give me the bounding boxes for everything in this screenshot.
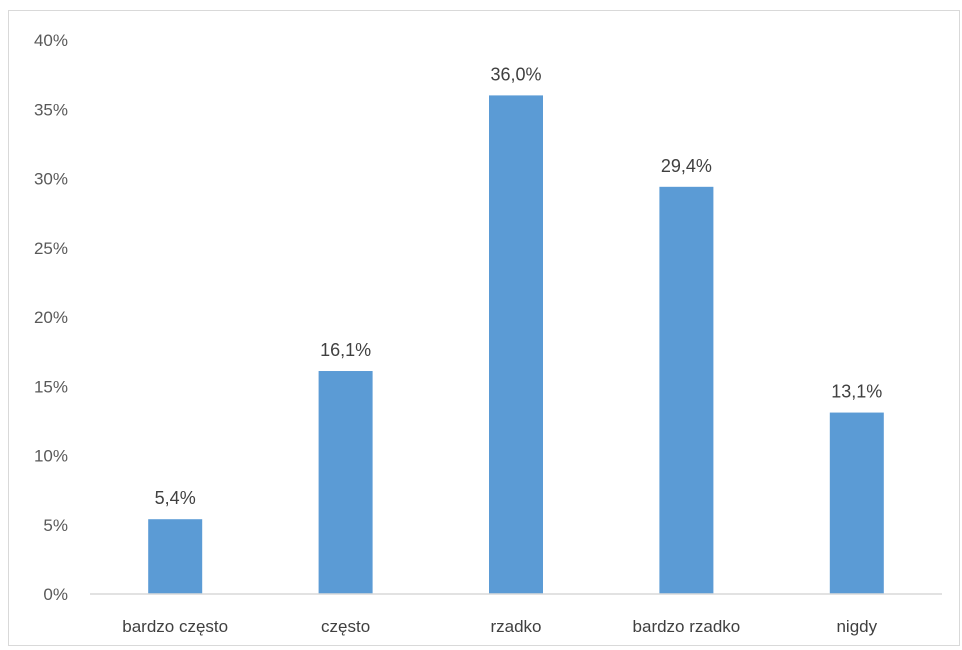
y-tick-label: 0%: [43, 585, 68, 604]
data-labels: 5,4% 16,1% 36,0% 29,4% 13,1%: [155, 64, 883, 508]
data-label: 29,4%: [661, 156, 712, 176]
data-label: 36,0%: [490, 64, 541, 84]
x-axis: bardzo często często rzadko bardzo rzadko ni…: [90, 593, 942, 636]
x-category-label: bardzo rzadko: [633, 617, 741, 636]
y-tick-label: 20%: [34, 308, 68, 327]
y-tick-label: 25%: [34, 239, 68, 258]
data-label: 13,1%: [831, 382, 882, 402]
bar: [829, 412, 884, 594]
x-category-label: często: [321, 617, 370, 636]
data-label: 5,4%: [155, 488, 196, 508]
x-category-label: rzadko: [490, 617, 541, 636]
data-label: 16,1%: [320, 340, 371, 360]
y-tick-label: 35%: [34, 100, 68, 119]
bars: [148, 95, 884, 595]
y-tick-label: 10%: [34, 447, 68, 466]
y-axis: 0% 5% 10% 15% 20% 25% 30% 35% 40%: [34, 31, 68, 604]
y-tick-label: 15%: [34, 377, 68, 396]
y-tick-label: 5%: [43, 516, 68, 535]
bar: [318, 371, 373, 594]
bar: [148, 519, 203, 594]
x-category-label: bardzo często: [122, 617, 228, 636]
y-tick-label: 30%: [34, 170, 68, 189]
x-category-label: nigdy: [836, 617, 877, 636]
y-tick-label: 40%: [34, 31, 68, 50]
bar: [659, 186, 714, 594]
bar: [489, 95, 543, 595]
